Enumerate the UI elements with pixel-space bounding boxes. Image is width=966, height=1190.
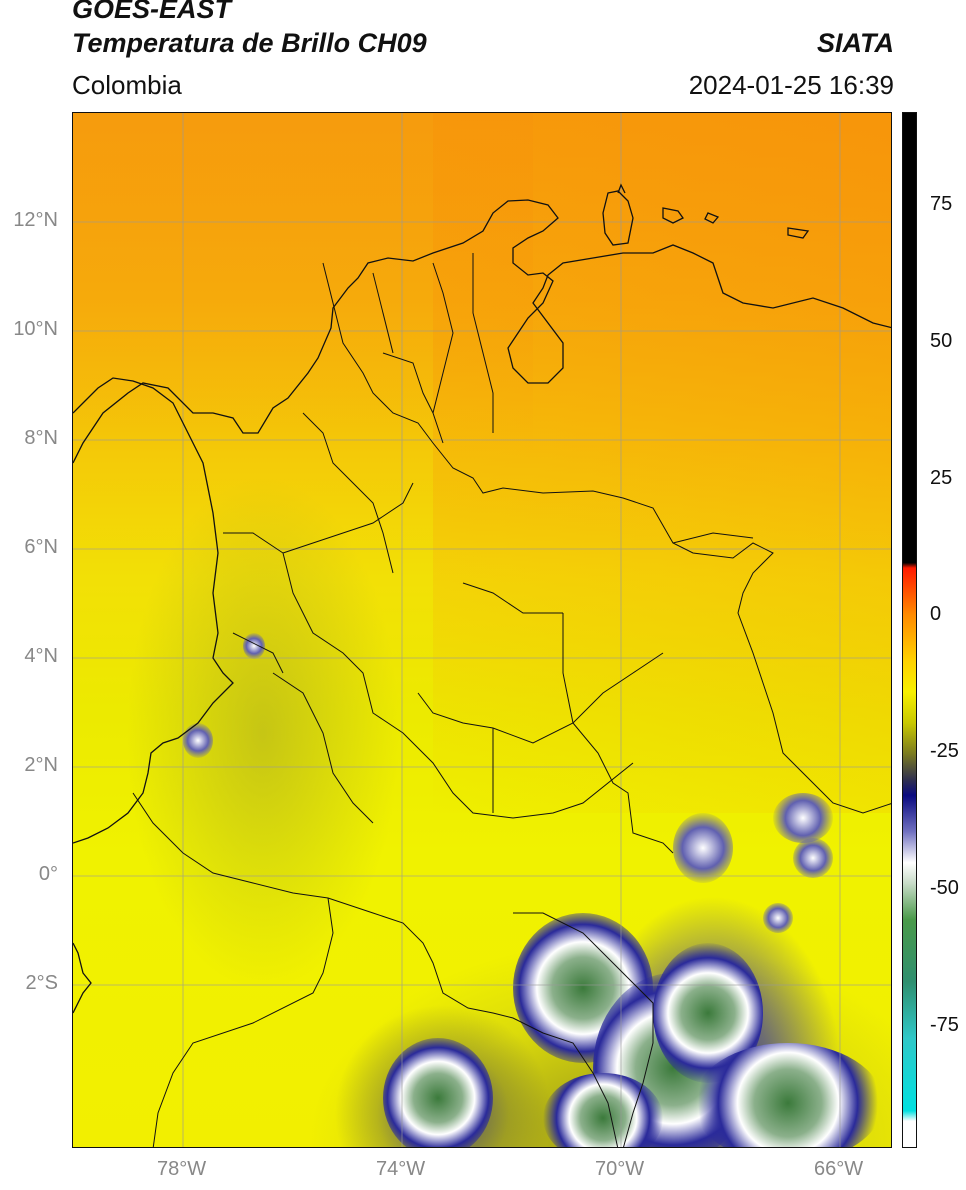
- lat-label: 6°N: [24, 536, 58, 558]
- dept-border: [472, 253, 494, 433]
- cloud-cell: [673, 813, 733, 883]
- dept-border: [432, 262, 454, 414]
- lat-label: 12°N: [13, 209, 58, 231]
- admin-boundaries: [132, 253, 891, 1147]
- cloud-cell: [183, 723, 213, 758]
- colorbar-tick-label: -25: [930, 740, 959, 762]
- national-border: [322, 262, 891, 814]
- cloud-cell: [763, 903, 793, 933]
- graticule: [73, 113, 891, 1147]
- national-border: [513, 912, 654, 1147]
- map-panel: [72, 112, 892, 1148]
- colorbar-tick-label: -75: [930, 1014, 959, 1036]
- dept-border: [417, 652, 664, 744]
- colorbar-tick-label: 75: [930, 193, 953, 215]
- cloud-cell: [773, 793, 833, 843]
- lon-label: 78°W: [157, 1158, 207, 1180]
- dept-border: [223, 532, 634, 819]
- national-border: [562, 613, 674, 854]
- colorbar-tick-label: 25: [930, 467, 953, 489]
- map-overlay: [73, 113, 891, 1147]
- island: [787, 227, 810, 239]
- lon-label: 74°W: [376, 1158, 426, 1180]
- cloud-cell: [793, 838, 833, 878]
- cloud-cluster: [543, 1073, 663, 1147]
- lon-label: 70°W: [595, 1158, 645, 1180]
- lon-label: 66°W: [814, 1158, 864, 1180]
- lat-label: 4°N: [24, 645, 58, 667]
- ecuador-coast: [73, 942, 92, 1014]
- lat-label: 10°N: [13, 318, 58, 340]
- island: [617, 183, 626, 194]
- dept-border: [272, 672, 374, 824]
- dept-border: [372, 272, 394, 354]
- colorbar-tick-label: 50: [930, 330, 953, 352]
- national-border: [152, 897, 334, 1147]
- datetime-label: 2024-01-25 16:39: [688, 70, 894, 100]
- region-label: Colombia: [72, 70, 182, 100]
- title-line-2: Temperatura de Brillo CH09: [72, 28, 427, 58]
- lat-label: 8°N: [24, 427, 58, 449]
- island: [704, 212, 720, 224]
- lat-label: 0°: [38, 863, 58, 885]
- dept-border: [232, 632, 284, 674]
- pacific-coast: [73, 377, 234, 844]
- caribbean-coast: [73, 199, 891, 464]
- dept-border: [302, 412, 394, 574]
- dept-border: [282, 482, 414, 554]
- cloud-cluster: [693, 1043, 883, 1147]
- national-border: [132, 792, 619, 1147]
- coastlines: [73, 183, 891, 1014]
- national-border: [672, 532, 754, 544]
- colorbar-tick-label: 0: [930, 603, 942, 625]
- lat-label: 2°N: [24, 754, 58, 776]
- lat-label: 2°S: [25, 972, 58, 994]
- title-line-1: GOES-EAST: [72, 0, 232, 24]
- cloud-cell: [243, 633, 265, 659]
- island: [602, 190, 634, 246]
- island: [662, 207, 684, 224]
- brand-label: SIATA: [817, 28, 894, 58]
- dept-border: [382, 352, 444, 444]
- colorbar-tick-label: -50: [930, 877, 959, 899]
- colorbar: [902, 112, 917, 1148]
- cloud-cluster: [383, 1038, 493, 1147]
- dept-border: [462, 582, 563, 614]
- warm-region-ne: [433, 113, 891, 813]
